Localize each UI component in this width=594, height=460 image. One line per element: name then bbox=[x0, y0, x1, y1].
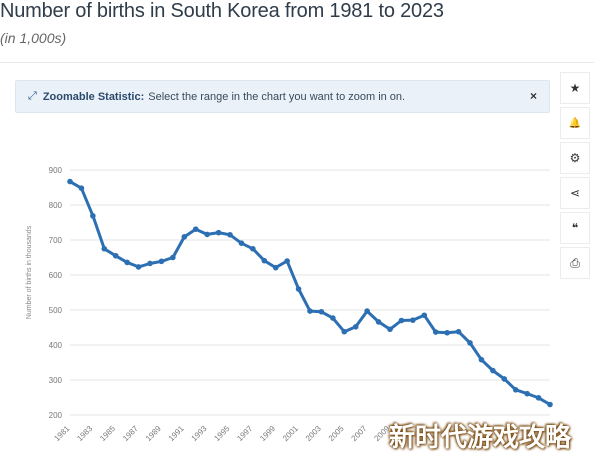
data-point[interactable] bbox=[135, 264, 142, 270]
data-point[interactable] bbox=[204, 231, 210, 238]
data-point[interactable] bbox=[432, 329, 439, 335]
x-tick-label: 2001 bbox=[281, 424, 300, 443]
data-point[interactable] bbox=[524, 390, 530, 397]
zoom-banner: ⤢ Zoomable Statistic: Select the range i… bbox=[15, 80, 550, 113]
star-icon: ★ bbox=[569, 81, 581, 95]
gear-icon: ⚙ bbox=[569, 151, 581, 165]
data-point[interactable] bbox=[341, 328, 348, 335]
data-point[interactable] bbox=[352, 324, 359, 330]
data-point[interactable] bbox=[272, 264, 279, 271]
expand-icon: ⤢ bbox=[28, 90, 37, 102]
y-tick-label: 700 bbox=[49, 236, 63, 245]
y-axis: 900 800 700 600 500 400 300 200 bbox=[49, 166, 63, 420]
favorite-button[interactable]: ★ bbox=[560, 72, 590, 104]
y-tick-label: 500 bbox=[49, 306, 63, 315]
data-point[interactable] bbox=[158, 258, 165, 265]
data-point[interactable] bbox=[124, 259, 130, 266]
x-axis: 1981 1983 1985 1987 1989 1991 1993 1995 1997 1999… bbox=[52, 424, 391, 443]
data-point[interactable] bbox=[261, 257, 268, 264]
data-point[interactable] bbox=[170, 254, 176, 261]
settings-button[interactable]: ⚙ bbox=[560, 142, 590, 174]
data-point[interactable] bbox=[101, 245, 108, 252]
data-point[interactable] bbox=[478, 356, 485, 363]
chart-card bbox=[0, 62, 594, 460]
cite-button[interactable]: ❝ bbox=[560, 212, 590, 244]
data-point[interactable] bbox=[227, 231, 233, 238]
data-point[interactable] bbox=[455, 328, 462, 335]
chart-toolbar: ★ 🔔 ⚙ ⋖ ❝ ⎙ bbox=[560, 72, 590, 282]
print-icon: ⎙ bbox=[570, 255, 580, 270]
data-point[interactable] bbox=[78, 185, 85, 191]
data-point[interactable] bbox=[215, 229, 222, 236]
y-tick-label: 800 bbox=[49, 201, 63, 210]
watermark: 新时代游戏攻略 bbox=[389, 423, 572, 453]
y-tick-label: 600 bbox=[49, 271, 63, 280]
y-tick-label: 400 bbox=[49, 341, 63, 350]
data-point[interactable] bbox=[250, 245, 256, 252]
data-point[interactable] bbox=[318, 308, 325, 315]
x-tick-label: 1993 bbox=[190, 424, 209, 443]
data-point[interactable] bbox=[307, 308, 313, 314]
page-subtitle: (in 1,000s) bbox=[0, 30, 67, 46]
data-point[interactable] bbox=[192, 226, 199, 232]
bell-icon: 🔔 bbox=[568, 117, 582, 129]
data-point[interactable] bbox=[90, 213, 96, 219]
zoom-banner-text: Select the range in the chart you want t… bbox=[148, 90, 406, 103]
share-icon: ⋖ bbox=[569, 186, 581, 200]
data-point[interactable] bbox=[375, 319, 382, 325]
x-tick-label: 1981 bbox=[52, 424, 71, 443]
data-point[interactable] bbox=[387, 326, 393, 333]
data-point[interactable] bbox=[330, 315, 336, 321]
data-point[interactable] bbox=[547, 401, 553, 408]
data-point[interactable] bbox=[112, 252, 119, 259]
print-button[interactable]: ⎙ bbox=[560, 247, 590, 279]
x-tick-label: 1983 bbox=[75, 424, 94, 443]
y-tick-label: 300 bbox=[49, 376, 63, 385]
data-point[interactable] bbox=[490, 367, 496, 374]
y-tick-label: 200 bbox=[49, 411, 63, 420]
x-tick-label: 2003 bbox=[304, 424, 323, 443]
close-icon[interactable]: × bbox=[529, 89, 537, 103]
share-button[interactable]: ⋖ bbox=[560, 177, 590, 209]
x-tick-label: 1987 bbox=[121, 424, 140, 443]
x-tick-label: 2007 bbox=[350, 424, 369, 443]
y-tick-label: 900 bbox=[49, 166, 63, 175]
data-point[interactable] bbox=[410, 317, 416, 323]
data-point[interactable] bbox=[364, 308, 370, 314]
data-point[interactable] bbox=[512, 387, 519, 393]
data-point[interactable] bbox=[284, 258, 290, 264]
data-point[interactable] bbox=[535, 395, 542, 401]
x-tick-label: 1999 bbox=[258, 424, 277, 443]
x-tick-label: 1997 bbox=[235, 424, 254, 443]
series-line bbox=[69, 180, 551, 406]
data-points bbox=[67, 178, 553, 408]
data-point[interactable] bbox=[67, 178, 73, 185]
data-point[interactable] bbox=[181, 234, 188, 240]
data-point[interactable] bbox=[238, 240, 245, 246]
data-point[interactable] bbox=[501, 376, 508, 382]
data-point[interactable] bbox=[421, 312, 428, 319]
zoom-banner-heading: Zoomable Statistic: bbox=[42, 90, 145, 103]
x-tick-label: 1985 bbox=[98, 424, 117, 443]
data-point[interactable] bbox=[444, 329, 450, 336]
page-title: Number of births in South Korea from 198… bbox=[0, 0, 444, 22]
data-point[interactable] bbox=[295, 286, 302, 292]
data-point[interactable] bbox=[147, 260, 153, 267]
notification-button[interactable]: 🔔 bbox=[560, 107, 590, 139]
x-tick-label: 1995 bbox=[212, 424, 231, 443]
x-tick-label: 2005 bbox=[327, 424, 346, 443]
data-point[interactable] bbox=[467, 340, 473, 346]
quote-icon: ❝ bbox=[571, 221, 579, 235]
data-point[interactable] bbox=[398, 317, 405, 324]
x-tick-label: 1991 bbox=[167, 424, 186, 443]
y-axis-title: Number of births in thousands bbox=[26, 225, 33, 319]
x-tick-label: 1989 bbox=[144, 424, 163, 443]
grid bbox=[70, 169, 550, 416]
